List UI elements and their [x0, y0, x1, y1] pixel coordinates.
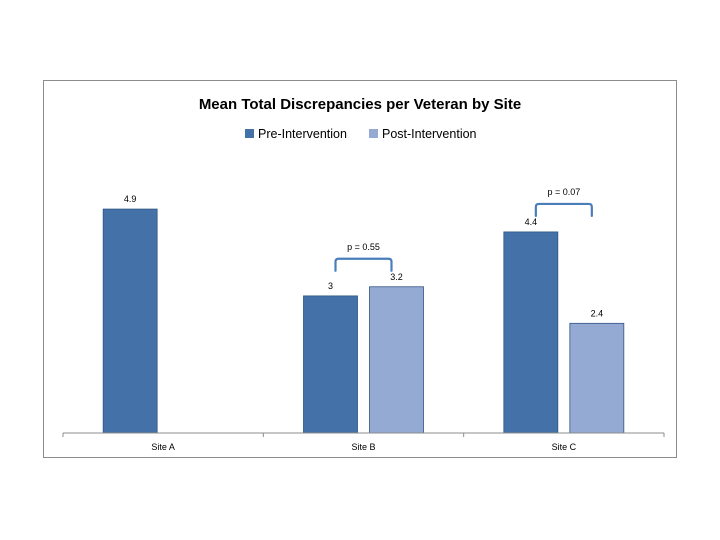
x-tick-label-site-c: Site C	[552, 442, 577, 452]
x-tick-label-site-b: Site B	[351, 442, 375, 452]
data-labels: 4.9 3 3.2 4.4 2.4	[124, 194, 603, 318]
p-value-bracket-site-b	[334, 257, 393, 272]
bar-site-a-pre-intervention	[102, 208, 158, 434]
data-label-site-b-post-intervention: 3.2	[390, 272, 403, 282]
bar-site-c-pre-intervention	[503, 231, 559, 434]
x-tick-label-site-a: Site A	[151, 442, 175, 452]
legend-label-post-intervention: Post-Intervention	[382, 127, 477, 141]
data-label-site-c-post-intervention: 2.4	[591, 308, 604, 318]
p-value-label-site-b: p = 0.55	[347, 242, 380, 252]
data-label-site-c-pre-intervention: 4.4	[525, 217, 538, 227]
legend-swatch-post-intervention	[369, 129, 378, 138]
chart-title: Mean Total Discrepancies per Veteran by …	[199, 96, 521, 113]
bar-site-c-post-intervention	[569, 322, 625, 434]
x-axis-ticks	[62, 433, 665, 437]
data-label-site-b-pre-intervention: 3	[328, 281, 333, 291]
legend-label-pre-intervention: Pre-Intervention	[258, 127, 347, 141]
bar-site-b-pre-intervention	[303, 295, 358, 434]
data-label-site-a-pre-intervention: 4.9	[124, 194, 137, 204]
bar-site-b-post-intervention	[369, 286, 424, 434]
p-value-bracket-site-c	[534, 202, 593, 218]
legend: Pre-Intervention Post-Intervention	[245, 127, 477, 141]
p-value-annotations: p = 0.55 p = 0.07	[334, 187, 593, 272]
p-value-label-site-c: p = 0.07	[547, 187, 580, 197]
legend-swatch-pre-intervention	[245, 129, 254, 138]
bars	[102, 208, 625, 434]
